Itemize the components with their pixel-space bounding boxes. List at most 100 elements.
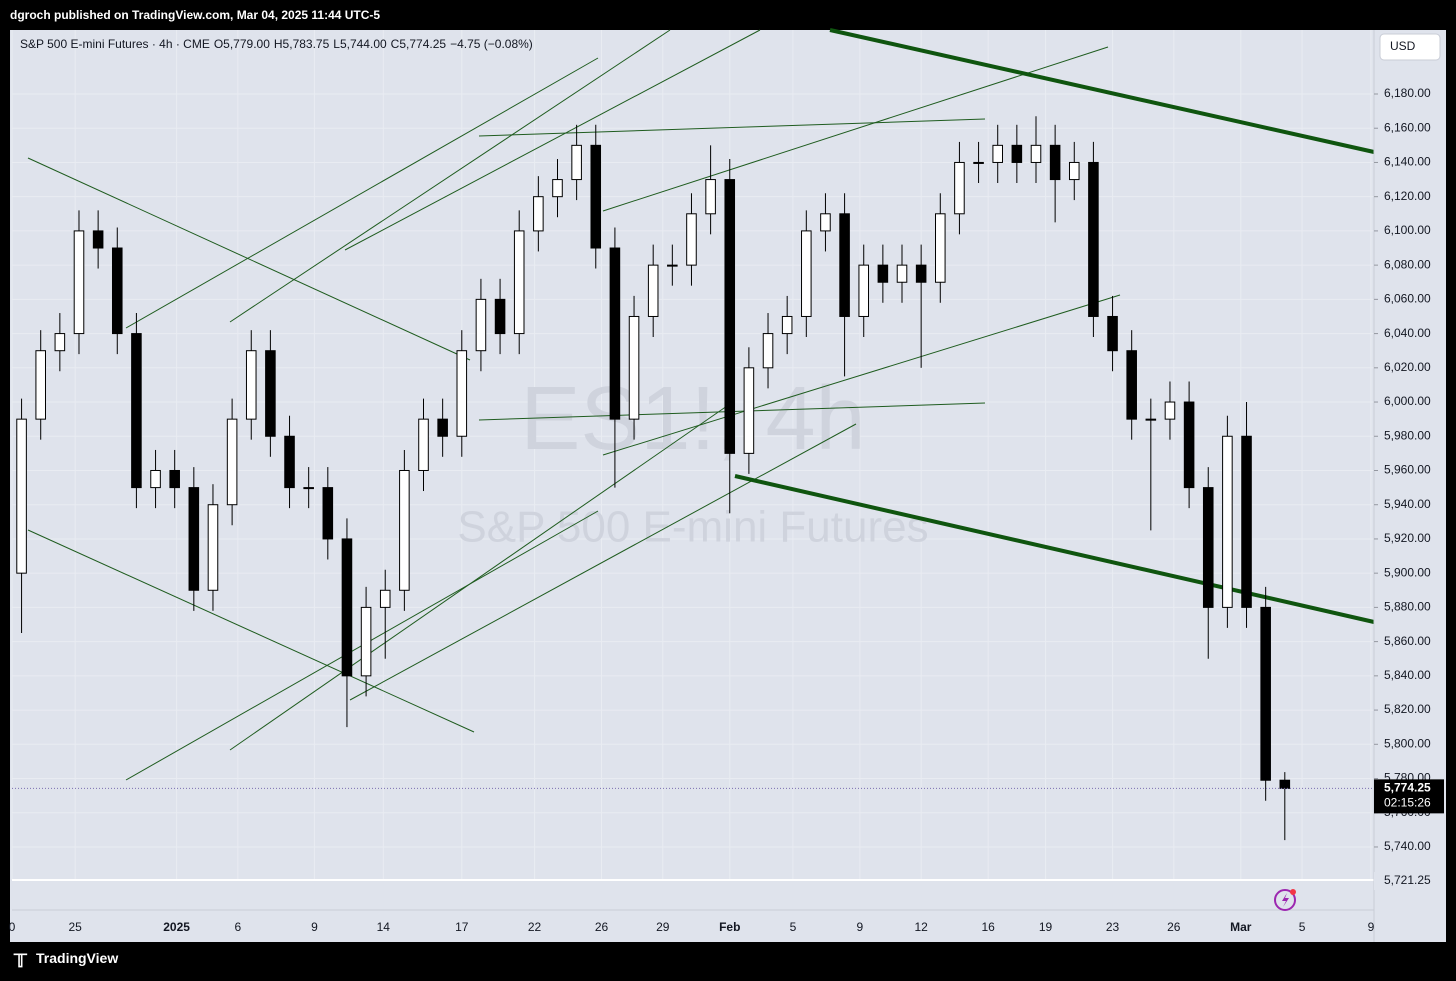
currency-button[interactable]: [1379, 33, 1441, 61]
y-tick-label: 6,060.00: [1384, 292, 1431, 306]
y-tick-label: 6,080.00: [1384, 257, 1431, 271]
symbol: S&P 500 E-mini Futures · 4h · CME: [20, 37, 210, 51]
candle-body: [762, 333, 774, 369]
candle-body: [1260, 606, 1271, 781]
x-tick-label: 16: [981, 920, 995, 934]
candle-body: [360, 606, 372, 677]
candle-body: [609, 247, 621, 420]
candle-body: [111, 247, 123, 335]
x-tick-label: 14: [377, 920, 391, 934]
candle-body: [935, 213, 946, 283]
candle-body: [1145, 418, 1157, 421]
candle-body: [820, 213, 831, 232]
candle-body: [245, 350, 257, 420]
ohlc: C5,774.25: [390, 37, 447, 51]
candle-body: [781, 315, 793, 335]
candle-body: [1030, 144, 1042, 163]
y-tick-label: 5,920.00: [1384, 531, 1431, 545]
x-tick-label: 5: [1299, 920, 1306, 934]
x-tick-label: 23: [1106, 920, 1120, 934]
y-tick-label: 6,020.00: [1384, 360, 1431, 374]
candle-body: [552, 179, 563, 198]
candle-body: [686, 213, 697, 266]
candle-body: [303, 487, 314, 490]
x-tick-label: 17: [455, 920, 469, 934]
y-tick-label: 5,860.00: [1384, 634, 1431, 648]
candle-body: [743, 367, 755, 454]
y-tick-label: 5,740.00: [1384, 839, 1431, 853]
y-tick-label: 5,840.00: [1384, 668, 1431, 682]
footer-bar: [0, 942, 1456, 981]
y-tick-label: 5,820.00: [1384, 702, 1431, 716]
x-tick-label: 9: [857, 920, 864, 934]
candle-body: [284, 435, 295, 489]
x-tick-label: 22: [528, 920, 542, 934]
candle-body: [1088, 161, 1099, 317]
watermark-name: S&P 500 E-mini Futures: [457, 503, 928, 552]
candle-body: [571, 144, 582, 181]
candle-body: [150, 469, 161, 489]
y-tick-label: 6,160.00: [1384, 120, 1431, 134]
x-tick-label: 9: [311, 920, 318, 934]
candle-body: [131, 333, 142, 489]
candle-body: [54, 333, 66, 352]
bottom-price-label: 5,721.25: [1384, 873, 1431, 887]
y-tick-label: 5,960.00: [1384, 463, 1431, 477]
candle-body: [1107, 315, 1118, 352]
x-tick-label: 25: [68, 920, 82, 934]
candle-body: [1222, 435, 1233, 608]
legend: S&P 500 E-mini Futures · 4h · CME O5,779.…: [20, 37, 537, 51]
x-tick-label: 5: [790, 920, 797, 934]
change: −4.75 (−0.08%): [450, 37, 533, 51]
trend-line: [478, 118, 986, 137]
candle-body: [801, 230, 812, 317]
candle-body: [992, 144, 1003, 163]
candle-body: [418, 418, 429, 471]
x-tick-label: Mar: [1230, 920, 1252, 934]
candle-body: [169, 469, 180, 489]
candle-body: [73, 230, 85, 335]
candle-body: [513, 230, 525, 335]
candle-body: [973, 161, 984, 164]
trend-line: [229, 29, 671, 323]
candle-body: [456, 350, 468, 437]
last-price-badge: [1374, 779, 1444, 814]
x-tick-label: 9: [1368, 920, 1375, 934]
candle-body: [265, 350, 276, 437]
alert-icon[interactable]: [1274, 889, 1296, 911]
countdown: 02:15:26: [1384, 796, 1431, 810]
x-tick-label: 19: [1039, 920, 1053, 934]
candle-body: [1164, 401, 1176, 420]
candle-body: [1279, 779, 1291, 789]
candle-body: [915, 264, 927, 283]
x-tick-label: 0: [9, 920, 16, 934]
x-tick-label: 6: [235, 920, 242, 934]
y-tick-label: 6,100.00: [1384, 223, 1431, 237]
currency[interactable]: USD: [1390, 39, 1416, 53]
candle-body: [92, 230, 104, 249]
y-tick-label: 5,880.00: [1384, 600, 1431, 614]
y-tick-label: 6,040.00: [1384, 326, 1431, 340]
candle-body: [1183, 401, 1195, 489]
candles: [16, 116, 1291, 841]
trend-line: [27, 529, 475, 733]
channel-line: [734, 474, 1375, 624]
y-tick-label: 6,000.00: [1384, 394, 1431, 408]
x-tick-label: 26: [1167, 920, 1181, 934]
bottom-price-box: [1374, 872, 1444, 890]
candle-body: [533, 196, 544, 232]
trend-line: [344, 29, 761, 251]
candle-body: [399, 469, 410, 591]
candle-body: [379, 589, 391, 608]
candle-body: [628, 315, 640, 420]
candle-body: [35, 350, 46, 420]
y-tick-label: 6,180.00: [1384, 86, 1431, 100]
x-tick-label: 26: [595, 920, 609, 934]
alert-dot: [1290, 889, 1296, 895]
candle-body: [647, 264, 659, 317]
candle-body: [1068, 161, 1080, 181]
tv-logo: 𝕋: [13, 951, 28, 971]
watermark-symbol: ES1!, 4h: [520, 369, 865, 469]
